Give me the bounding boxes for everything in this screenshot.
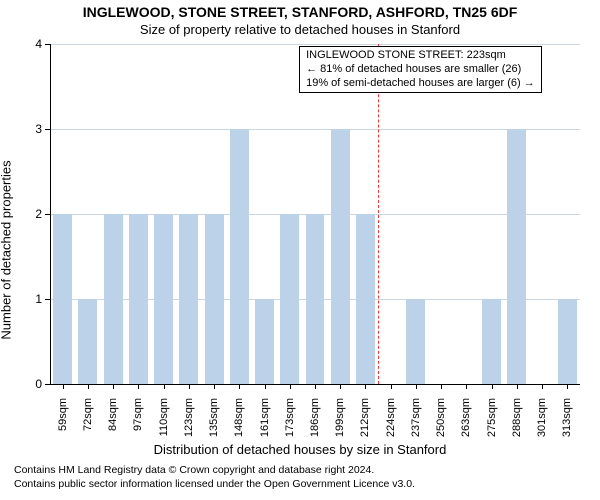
bar (78, 299, 97, 384)
x-tick-label: 250sqm (435, 398, 447, 448)
x-tick-label: 199sqm (334, 398, 346, 448)
bar (406, 299, 425, 384)
x-tick-label: 123sqm (183, 398, 195, 448)
bar (356, 214, 375, 384)
bar (129, 214, 148, 384)
bar (482, 299, 501, 384)
bar (255, 299, 274, 384)
x-tick-label: 110sqm (158, 398, 170, 448)
bar (104, 214, 123, 384)
chart-subtitle: Size of property relative to detached ho… (0, 22, 600, 37)
bar (507, 129, 526, 384)
bar (53, 214, 72, 384)
y-tick-label: 2 (22, 207, 42, 221)
x-tick-label: 288sqm (511, 398, 523, 448)
annotation-line-2: ← 81% of detached houses are smaller (26… (306, 63, 535, 77)
footer-line-1: Contains HM Land Registry data © Crown c… (14, 464, 415, 478)
x-axis-line (50, 384, 580, 385)
x-tick-label: 72sqm (82, 398, 94, 448)
bar (331, 129, 350, 384)
x-tick-label: 263sqm (460, 398, 472, 448)
bar (179, 214, 198, 384)
x-tick-label: 148sqm (233, 398, 245, 448)
footer-attribution: Contains HM Land Registry data © Crown c… (14, 464, 415, 491)
y-tick-label: 4 (22, 37, 42, 51)
bar (230, 129, 249, 384)
y-tick-label: 0 (22, 377, 42, 391)
gridline (50, 129, 580, 130)
gridline (50, 44, 580, 45)
annotation-box: INGLEWOOD STONE STREET: 223sqm← 81% of d… (299, 46, 542, 93)
x-tick-label: 161sqm (259, 398, 271, 448)
bar (306, 214, 325, 384)
x-tick-label: 313sqm (561, 398, 573, 448)
y-axis-line (50, 44, 51, 384)
x-tick-label: 59sqm (57, 398, 69, 448)
x-tick-label: 224sqm (385, 398, 397, 448)
x-tick-label: 97sqm (132, 398, 144, 448)
annotation-line-1: INGLEWOOD STONE STREET: 223sqm (306, 49, 535, 63)
reference-line (378, 44, 379, 384)
footer-line-2: Contains public sector information licen… (14, 478, 415, 492)
x-tick-label: 173sqm (284, 398, 296, 448)
x-tick-label: 84sqm (107, 398, 119, 448)
x-tick-label: 135sqm (208, 398, 220, 448)
x-tick-label: 186sqm (309, 398, 321, 448)
chart-title: INGLEWOOD, STONE STREET, STANFORD, ASHFO… (0, 4, 600, 20)
x-tick-label: 212sqm (359, 398, 371, 448)
y-tick-label: 1 (22, 292, 42, 306)
x-tick-label: 301sqm (536, 398, 548, 448)
annotation-line-3: 19% of semi-detached houses are larger (… (306, 77, 535, 91)
bar (558, 299, 577, 384)
x-tick-label: 275sqm (486, 398, 498, 448)
y-tick-label: 3 (22, 122, 42, 136)
y-axis-label: Number of detached properties (0, 160, 14, 339)
bar (205, 214, 224, 384)
plot-area (50, 44, 580, 384)
bar (280, 214, 299, 384)
bar (154, 214, 173, 384)
x-tick-label: 237sqm (410, 398, 422, 448)
